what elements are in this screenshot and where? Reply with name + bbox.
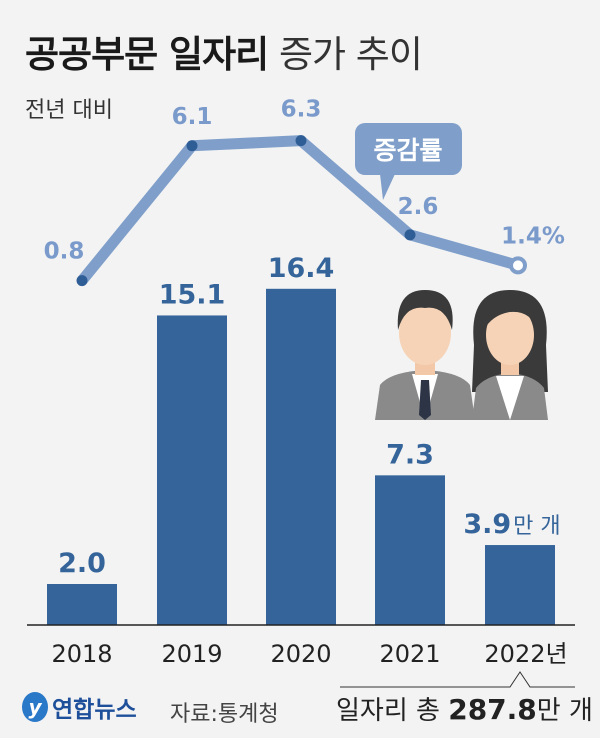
office-workers-illustration — [375, 290, 548, 420]
rate-label-2020: 6.3 — [281, 97, 322, 123]
total-jobs: 일자리 총 287.8만 개 — [336, 690, 593, 727]
rate-label-2022년: 1.4% — [501, 223, 565, 249]
yonhap-logo: y 연합뉴스 — [22, 690, 137, 724]
rate-label-2019: 6.1 — [172, 104, 213, 130]
bar-label-2021: 7.3 — [386, 439, 434, 470]
legend-callout: 증감률 — [355, 123, 462, 200]
bar-label-2022년: 3.9만 개 — [463, 509, 560, 540]
bar-2022년 — [485, 545, 555, 625]
bar-label-2020: 16.4 — [268, 253, 335, 284]
x-tick-2020: 2020 — [270, 640, 331, 668]
x-tick-2022년: 2022년 — [484, 640, 567, 668]
rate-point-2022년 — [509, 256, 527, 275]
rate-point-2020 — [295, 135, 307, 147]
logo-text: 연합뉴스 — [52, 697, 137, 723]
man-icon — [375, 290, 475, 420]
rate-point-2018 — [76, 275, 88, 287]
x-tick-2021: 2021 — [379, 640, 440, 668]
total-unit: 만 개 — [536, 696, 593, 726]
bar-2018 — [47, 584, 117, 625]
bar-label-2019: 15.1 — [159, 279, 226, 310]
total-prefix: 일자리 총 — [336, 696, 440, 726]
rate-point-2021 — [404, 229, 416, 241]
total-bracket — [340, 671, 575, 688]
bar-label-unit: 만 개 — [513, 514, 560, 539]
bar-label-2018: 2.0 — [58, 548, 106, 579]
woman-icon — [472, 290, 548, 420]
title-light: 증가 추이 — [278, 33, 423, 76]
x-tick-2019: 2019 — [161, 640, 222, 668]
legend-callout-text: 증감률 — [373, 136, 442, 165]
rate-label-2021: 2.6 — [398, 194, 439, 220]
chart-title: 공공부문 일자리 증가 추이 — [25, 24, 423, 78]
total-value: 287.8 — [448, 693, 537, 726]
source-note: 자료:통계청 — [170, 702, 279, 727]
x-tick-2018: 2018 — [51, 640, 112, 668]
logo-icon: y — [22, 692, 48, 722]
rate-point-2019 — [186, 140, 198, 152]
subtitle: 전년 대비 — [25, 98, 113, 123]
rate-label-2018: 0.8 — [44, 239, 85, 265]
bar-2021 — [375, 475, 445, 625]
bar-2020 — [266, 288, 336, 625]
title-bold: 공공부문 일자리 — [25, 33, 269, 76]
bar-2019 — [157, 315, 227, 625]
